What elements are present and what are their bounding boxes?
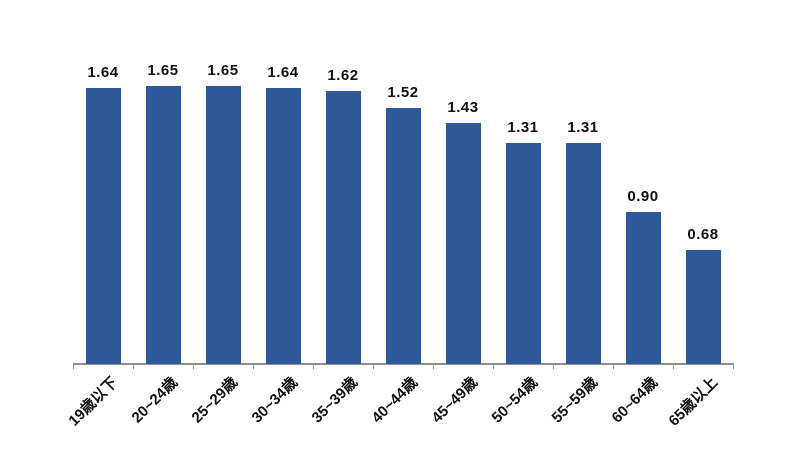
axis-tick xyxy=(733,365,734,369)
bar-value-label: 1.65 xyxy=(207,62,239,79)
bar-25~29歳 xyxy=(205,86,241,364)
axis-tick xyxy=(193,365,194,369)
axis-tick xyxy=(493,365,494,369)
axis-tick xyxy=(73,365,74,369)
bar-value-label: 0.90 xyxy=(627,188,659,205)
bar-30~34歳 xyxy=(265,88,301,364)
bar-19歳以下 xyxy=(85,88,121,364)
axis-tick xyxy=(253,365,254,369)
axis-tick xyxy=(133,365,134,369)
bar-value-label: 1.64 xyxy=(87,64,119,81)
x-axis-line xyxy=(73,363,734,365)
bar-value-label: 1.64 xyxy=(267,64,299,81)
bar-35~39歳 xyxy=(325,91,361,364)
bar-60~64歳 xyxy=(625,212,661,364)
bar-65歳以上 xyxy=(685,250,721,364)
bar-20~24歳 xyxy=(145,86,181,364)
axis-tick xyxy=(433,365,434,369)
bar-value-label: 1.52 xyxy=(387,84,419,101)
axis-tick xyxy=(553,365,554,369)
bar-value-label: 1.31 xyxy=(567,119,599,136)
axis-tick xyxy=(313,365,314,369)
bar-40~44歳 xyxy=(385,108,421,364)
bar-55~59歳 xyxy=(565,143,601,364)
bar-value-label: 1.31 xyxy=(507,119,539,136)
bar-value-label: 1.62 xyxy=(327,67,359,84)
axis-tick xyxy=(673,365,674,369)
bar-45~49歳 xyxy=(445,123,481,364)
axis-tick xyxy=(373,365,374,369)
axis-tick xyxy=(613,365,614,369)
bar-50~54歳 xyxy=(505,143,541,364)
bar-value-label: 1.43 xyxy=(447,99,479,116)
bar-value-label: 0.68 xyxy=(687,226,719,243)
bar-value-label: 1.65 xyxy=(147,62,179,79)
